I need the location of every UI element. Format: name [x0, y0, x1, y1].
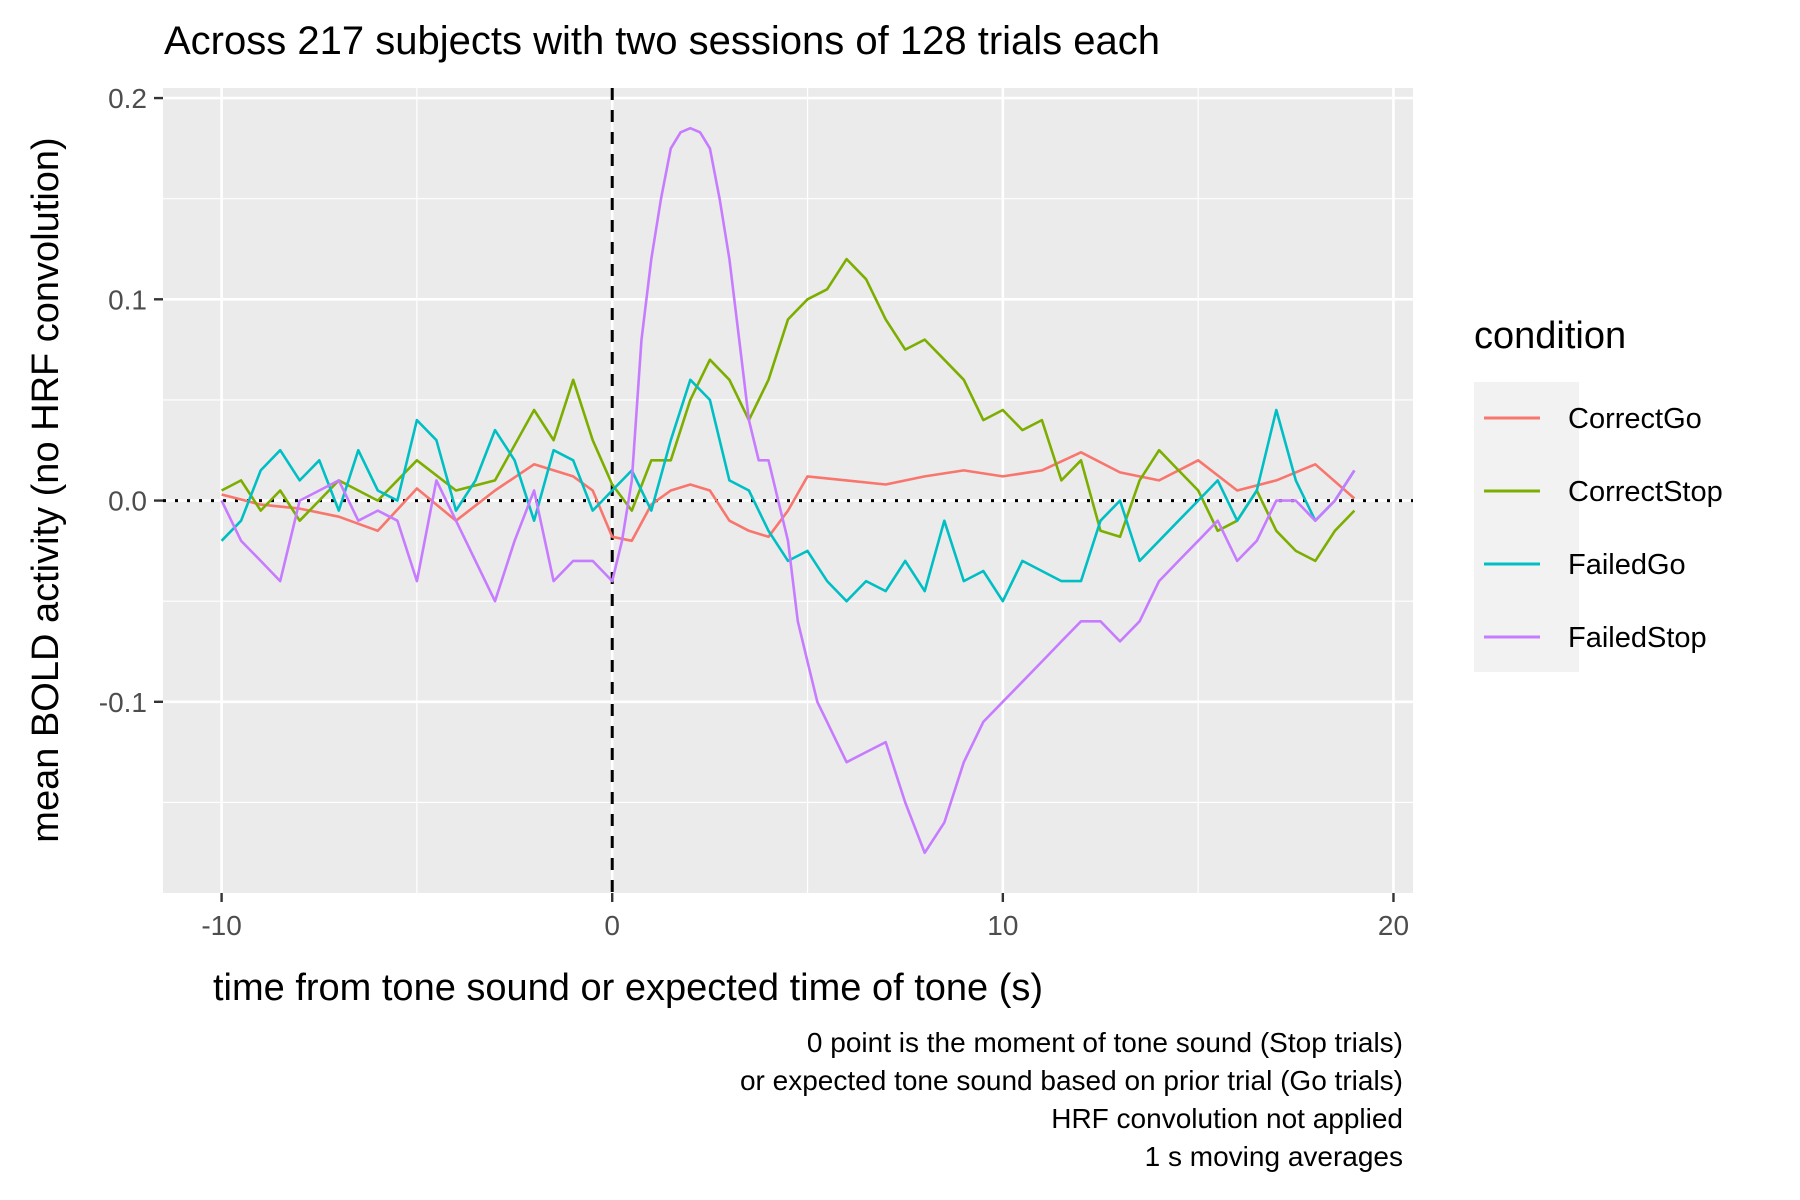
x-axis: -10 0 10 20	[201, 893, 1409, 941]
x-tick-label: 0	[604, 910, 620, 941]
x-tick-label: 10	[987, 910, 1018, 941]
y-axis-title: mean BOLD activity (no HRF convolution)	[25, 137, 67, 842]
y-tick-label: -0.1	[99, 687, 147, 718]
y-tick-label: 0.0	[108, 486, 147, 517]
legend: condition CorrectGo CorrectStop FailedGo Fa…	[1474, 315, 1723, 672]
caption-line: 0 point is the moment of tone sound (Sto…	[807, 1027, 1403, 1058]
series-line-correctstop	[221, 257, 1356, 563]
caption-line: 1 s moving averages	[1145, 1141, 1403, 1172]
plot-panel	[163, 88, 1413, 893]
legend-label: FailedStop	[1568, 622, 1707, 654]
legend-label: FailedGo	[1568, 549, 1686, 581]
chart-title: Across 217 subjects with two sessions of…	[164, 19, 1160, 63]
legend-label: CorrectStop	[1568, 476, 1723, 508]
caption-line: HRF convolution not applied	[1051, 1103, 1403, 1134]
series-lines	[220, 126, 1356, 855]
x-tick-label: 20	[1378, 910, 1409, 941]
y-axis: -0.1 0.0 0.1 0.2	[99, 83, 163, 718]
minor-gridlines	[163, 88, 1413, 893]
legend-title: condition	[1474, 315, 1626, 357]
legend-label: CorrectGo	[1568, 403, 1702, 435]
caption-line: or expected tone sound based on prior tr…	[740, 1065, 1403, 1096]
series-line-correctgo	[221, 450, 1356, 543]
caption: 0 point is the moment of tone sound (Sto…	[740, 1027, 1403, 1172]
x-axis-title: time from tone sound or expected time of…	[213, 967, 1043, 1009]
y-tick-label: 0.2	[108, 83, 147, 114]
x-tick-label: -10	[201, 910, 241, 941]
series-line-failedstop	[220, 126, 1356, 855]
series-line-failedgo	[220, 378, 1356, 603]
legend-key-background	[1474, 382, 1579, 672]
y-tick-label: 0.1	[108, 284, 147, 315]
